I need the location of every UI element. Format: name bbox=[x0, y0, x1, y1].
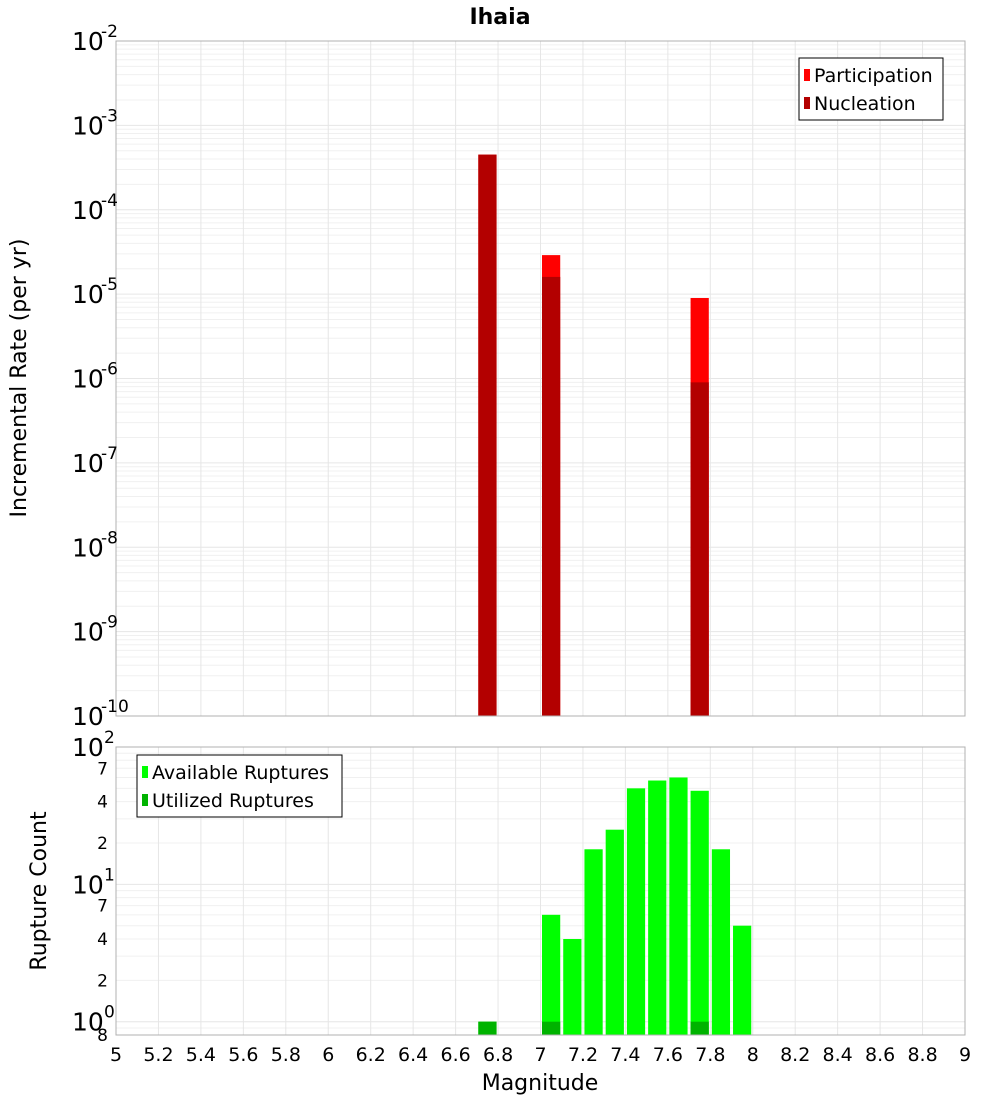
count-legend-label: Available Ruptures bbox=[152, 762, 329, 784]
count-bar-utilized-ruptures bbox=[542, 1021, 561, 1035]
rate-bar-nucleation bbox=[690, 382, 709, 716]
rate-y-tick-exponent: -3 bbox=[101, 106, 118, 126]
count-bar-available-ruptures bbox=[733, 925, 752, 1035]
rate-y-tick-exponent: -7 bbox=[101, 444, 118, 464]
x-tick-label: 5 bbox=[110, 1044, 122, 1066]
rate-y-tick-label: 10 bbox=[72, 280, 104, 309]
count-y-tick-minor-label: 7 bbox=[97, 897, 108, 917]
x-tick-label: 5.2 bbox=[143, 1044, 173, 1066]
count-y-tick-minor-label: 7 bbox=[97, 759, 108, 779]
x-tick-label: 5.8 bbox=[271, 1044, 301, 1066]
rate-bar-nucleation bbox=[542, 276, 561, 716]
rate-y-tick-label: 10 bbox=[72, 449, 104, 478]
rate-y-tick-exponent: -8 bbox=[101, 528, 118, 548]
x-tick-label: 8.8 bbox=[907, 1044, 937, 1066]
rate-legend-label: Participation bbox=[814, 65, 933, 87]
x-tick-label: 5.4 bbox=[186, 1044, 216, 1066]
rate-y-tick-label: 10 bbox=[72, 196, 104, 225]
x-tick-label: 6.2 bbox=[356, 1044, 386, 1066]
count-y-tick-minor-label: 4 bbox=[97, 930, 108, 950]
rate-y-tick-label: 10 bbox=[72, 27, 104, 56]
count-legend-label: Utilized Ruptures bbox=[152, 790, 314, 812]
count-bar-available-ruptures bbox=[711, 849, 731, 1035]
x-tick-label: 9 bbox=[959, 1044, 971, 1066]
count-y-axis-label: Rupture Count bbox=[27, 811, 52, 971]
rate-y-tick-exponent: -2 bbox=[101, 22, 118, 42]
count-y-tick-minor-label: 2 bbox=[97, 834, 108, 854]
count-y-tick-label: 10 bbox=[72, 733, 104, 762]
rate-y-tick-label: 10 bbox=[72, 111, 104, 140]
x-tick-label: 7.4 bbox=[610, 1044, 640, 1066]
count-bar-available-ruptures bbox=[542, 914, 561, 1035]
count-legend bbox=[136, 754, 343, 818]
count-y-tick-exponent: 1 bbox=[104, 865, 115, 885]
count-y-tick-label: 10 bbox=[72, 870, 104, 899]
count-y-tick-minor-label: 2 bbox=[97, 971, 108, 991]
count-bar-utilized-ruptures bbox=[690, 1021, 709, 1035]
count-bar-utilized-ruptures bbox=[478, 1021, 497, 1035]
x-tick-label: 7.2 bbox=[568, 1044, 598, 1066]
x-tick-label: 8.4 bbox=[823, 1044, 853, 1066]
count-bar-available-ruptures bbox=[690, 790, 709, 1035]
rate-y-axis-label: Incremental Rate (per yr) bbox=[7, 239, 32, 518]
rate-panel: 10-1010-910-810-710-610-510-410-310-2Par… bbox=[72, 22, 966, 731]
x-tick-label: 8 bbox=[747, 1044, 759, 1066]
rate-bar-nucleation bbox=[478, 154, 497, 716]
x-tick-label: 7 bbox=[534, 1044, 546, 1066]
count-bar-available-ruptures bbox=[626, 788, 646, 1035]
count-legend-swatch bbox=[142, 766, 148, 778]
x-tick-label: 7.6 bbox=[653, 1044, 683, 1066]
count-bar-available-ruptures bbox=[669, 777, 688, 1035]
x-tick-label: 7.8 bbox=[695, 1044, 725, 1066]
x-tick-label: 5.6 bbox=[228, 1044, 258, 1066]
rate-y-tick-exponent: -4 bbox=[101, 191, 118, 211]
rate-legend-swatch bbox=[804, 69, 810, 81]
x-tick-label: 6.6 bbox=[440, 1044, 470, 1066]
rate-y-tick-label: 10 bbox=[72, 702, 104, 731]
count-y-tick-label: 10 bbox=[72, 1008, 104, 1037]
x-tick-label: 8.2 bbox=[780, 1044, 810, 1066]
x-axis-label: Magnitude bbox=[482, 1071, 599, 1096]
count-plot-border bbox=[115, 746, 966, 1036]
x-tick-label: 8.6 bbox=[865, 1044, 895, 1066]
rate-legend-label: Nucleation bbox=[814, 93, 916, 115]
count-bar-available-ruptures bbox=[648, 780, 667, 1035]
rate-y-tick-exponent: -6 bbox=[101, 360, 118, 380]
count-y-tick-exponent: 0 bbox=[104, 1003, 115, 1023]
count-y-tick-exponent: 2 bbox=[104, 728, 115, 748]
rate-y-tick-label: 10 bbox=[72, 618, 104, 647]
x-tick-label: 6 bbox=[322, 1044, 334, 1066]
count-legend-swatch bbox=[142, 794, 148, 806]
rate-y-tick-label: 10 bbox=[72, 365, 104, 394]
count-bar-available-ruptures bbox=[563, 939, 582, 1035]
rate-plot-border bbox=[115, 40, 966, 717]
rate-legend-swatch bbox=[804, 97, 810, 109]
rate-y-tick-exponent: -10 bbox=[101, 697, 129, 717]
chart-title: Ihaia bbox=[469, 5, 530, 30]
rate-y-tick-exponent: -5 bbox=[101, 275, 118, 295]
count-bar-available-ruptures bbox=[605, 829, 624, 1035]
count-y-tick-minor-label: 8 bbox=[97, 1026, 108, 1046]
rate-y-tick-exponent: -9 bbox=[101, 613, 118, 633]
rate-legend bbox=[798, 57, 944, 121]
x-tick-label: 6.8 bbox=[483, 1044, 513, 1066]
count-y-tick-minor-label: 4 bbox=[97, 793, 108, 813]
rate-y-tick-label: 10 bbox=[72, 533, 104, 562]
x-tick-label: 6.4 bbox=[398, 1044, 428, 1066]
count-bar-available-ruptures bbox=[584, 849, 603, 1035]
